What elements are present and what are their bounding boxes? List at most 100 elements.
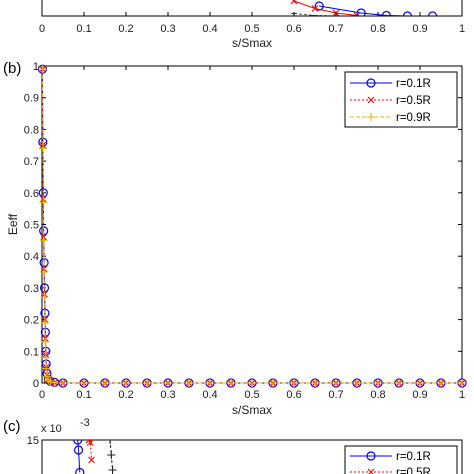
x-tick-label: 0.7 bbox=[328, 389, 343, 401]
y-tick-label: 0 bbox=[33, 378, 39, 390]
x-tick-label: 1 bbox=[459, 23, 465, 35]
x-tick-label: 0.7 bbox=[328, 23, 343, 35]
data-point-b2-32 bbox=[437, 379, 445, 387]
data-point-b2-8 bbox=[41, 353, 50, 362]
data-point-b2-31 bbox=[416, 379, 424, 387]
x-tick-label: 0.9 bbox=[412, 389, 427, 401]
data-point-b2-33 bbox=[458, 379, 466, 387]
data-point-a0-3 bbox=[402, 11, 412, 16]
data-point-c2-1 bbox=[107, 451, 116, 459]
data-point-b2-12 bbox=[46, 378, 55, 387]
data-point-a0-0 bbox=[314, 1, 324, 11]
data-point-a0-4 bbox=[428, 11, 438, 16]
x-tick-label: 0 bbox=[39, 389, 45, 401]
data-point-b2-17 bbox=[122, 379, 130, 387]
x-tick-label: 0.5 bbox=[244, 23, 259, 35]
x-tick-label: 0.3 bbox=[160, 389, 175, 401]
data-point-b2-9 bbox=[42, 364, 51, 373]
x-tick-label: 0.6 bbox=[286, 389, 301, 401]
y-tick-label: 1 bbox=[33, 61, 39, 73]
y-exponent-power: -3 bbox=[80, 417, 90, 429]
panel-a: 0 0.1 0.2 0.3 0.4 0.5 0.6 0.7 0.8 0.9 1 s/Smax bbox=[39, 0, 465, 50]
data-point-b2-23 bbox=[248, 379, 256, 387]
data-point-b2-4 bbox=[40, 268, 49, 277]
data-point-c0-2 bbox=[75, 467, 85, 474]
y-axis-label: Eeff bbox=[6, 213, 20, 235]
x-tick-label: 0.2 bbox=[118, 389, 133, 401]
data-point-b2-0 bbox=[38, 65, 47, 74]
x-tick-label: 0.1 bbox=[76, 23, 91, 35]
data-point-b2-10 bbox=[43, 372, 52, 381]
series-line-c0 bbox=[77, 440, 81, 473]
y-tick-label: 0.7 bbox=[24, 156, 39, 168]
data-point-b2-19 bbox=[164, 379, 172, 387]
x-tick-label: 0 bbox=[39, 23, 45, 35]
panel-c-series bbox=[73, 440, 117, 474]
legend-label: r=0.5R bbox=[396, 467, 431, 474]
x-tick-label: 0.2 bbox=[118, 23, 133, 35]
x-tick-label: 0.5 bbox=[244, 389, 259, 401]
data-point-c2-0 bbox=[106, 440, 115, 444]
y-tick-label: 0.5 bbox=[24, 220, 39, 232]
data-point-c1-1 bbox=[86, 440, 94, 446]
y-tick-label: 0.6 bbox=[24, 188, 39, 200]
data-point-b2-24 bbox=[269, 379, 277, 387]
data-point-b2-21 bbox=[206, 379, 214, 387]
x-tick-label: 0.8 bbox=[370, 389, 385, 401]
legend-label: r=0.5R bbox=[396, 95, 431, 107]
data-point-b2-6 bbox=[40, 318, 49, 327]
data-point-b2-3 bbox=[39, 236, 48, 245]
x-axis-label: s/Smax bbox=[232, 403, 272, 417]
data-point-c1-2 bbox=[88, 456, 95, 464]
data-point-b2-27 bbox=[332, 379, 340, 387]
data-point-b2-20 bbox=[185, 379, 193, 387]
series-line-a1 bbox=[293, 0, 358, 16]
legend-label: r=0.1R bbox=[396, 451, 431, 463]
x-tick-label: 0.4 bbox=[202, 23, 217, 35]
data-point-b2-5 bbox=[40, 293, 49, 302]
panel-c: (c) x 10 -3 15 r=0.1R r=0.5R bbox=[3, 417, 463, 474]
x-tick-label: 0.6 bbox=[286, 23, 301, 35]
data-point-b2-25 bbox=[290, 379, 298, 387]
x-tick-label: 1 bbox=[459, 389, 465, 401]
legend: r=0.1R r=0.5R bbox=[344, 445, 458, 474]
legend-marker bbox=[367, 113, 375, 121]
data-point-b2-29 bbox=[374, 379, 382, 387]
legend-marker bbox=[366, 78, 376, 88]
data-point-b2-13 bbox=[50, 378, 59, 387]
data-point-a1-0 bbox=[290, 0, 298, 5]
panel-label: (c) bbox=[3, 418, 21, 435]
x-tick-label: 0.8 bbox=[370, 23, 385, 35]
data-point-b2-15 bbox=[80, 379, 88, 387]
y-tick-label: 0.9 bbox=[24, 93, 39, 105]
x-tick-label: 0.1 bbox=[76, 389, 91, 401]
data-point-c0-1 bbox=[73, 445, 84, 455]
data-point-b2-2 bbox=[39, 198, 48, 207]
data-point-c0-0 bbox=[73, 440, 83, 445]
data-point-b2-11 bbox=[44, 376, 53, 385]
x-axis-label: s/Smax bbox=[232, 36, 272, 50]
y-tick-label: 0.2 bbox=[24, 315, 39, 327]
legend-marker bbox=[367, 96, 375, 104]
data-point-b2-26 bbox=[311, 379, 319, 387]
panel-label: (b) bbox=[3, 60, 21, 77]
y-exponent-label: x 10 bbox=[41, 423, 62, 435]
data-point-b2-22 bbox=[227, 379, 235, 387]
legend-marker bbox=[367, 468, 375, 474]
y-tick-label: 0.4 bbox=[24, 251, 39, 263]
legend-marker bbox=[366, 451, 376, 461]
data-point-a1-1 bbox=[311, 5, 319, 12]
legend: r=0.1R r=0.5R r=0.9R bbox=[344, 71, 458, 128]
y-tick-label: 0.3 bbox=[24, 283, 39, 295]
panel-a-series bbox=[290, 0, 438, 16]
x-tick-label: 0.4 bbox=[202, 389, 217, 401]
data-point-b2-30 bbox=[395, 379, 403, 387]
data-point-a0-1 bbox=[356, 8, 366, 16]
legend-label: r=0.9R bbox=[396, 112, 431, 124]
series-line-b2 bbox=[41, 69, 462, 384]
data-point-b2-28 bbox=[353, 379, 361, 387]
data-point-c2-2 bbox=[108, 466, 117, 474]
legend-label: r=0.1R bbox=[396, 78, 431, 90]
x-tick-label: 0.9 bbox=[412, 23, 427, 35]
